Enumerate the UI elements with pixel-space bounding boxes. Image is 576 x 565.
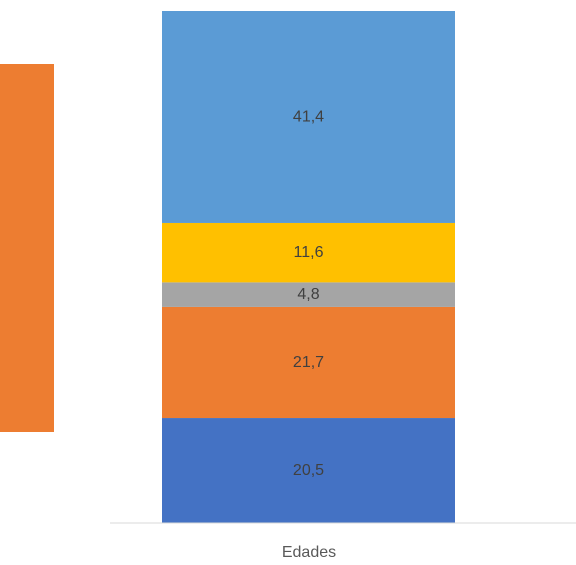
bar-segment-5 bbox=[162, 11, 455, 223]
data-label-3: 4,8 bbox=[297, 286, 319, 303]
bar-segment-2 bbox=[162, 306, 455, 419]
bar-segment-3 bbox=[162, 282, 455, 307]
bar-segments bbox=[162, 11, 455, 523]
partial-bar-left bbox=[0, 64, 54, 432]
bar-segment-4 bbox=[162, 222, 455, 283]
bar-segment-1 bbox=[162, 418, 455, 523]
data-label-1: 20,5 bbox=[293, 462, 324, 479]
data-labels: 20,5 21,7 4,8 11,6 41,4 bbox=[293, 108, 324, 479]
x-tick-label: Edades bbox=[282, 544, 336, 561]
data-label-5: 41,4 bbox=[293, 108, 324, 125]
data-label-4: 11,6 bbox=[294, 244, 324, 261]
data-label-2: 21,7 bbox=[293, 354, 324, 371]
